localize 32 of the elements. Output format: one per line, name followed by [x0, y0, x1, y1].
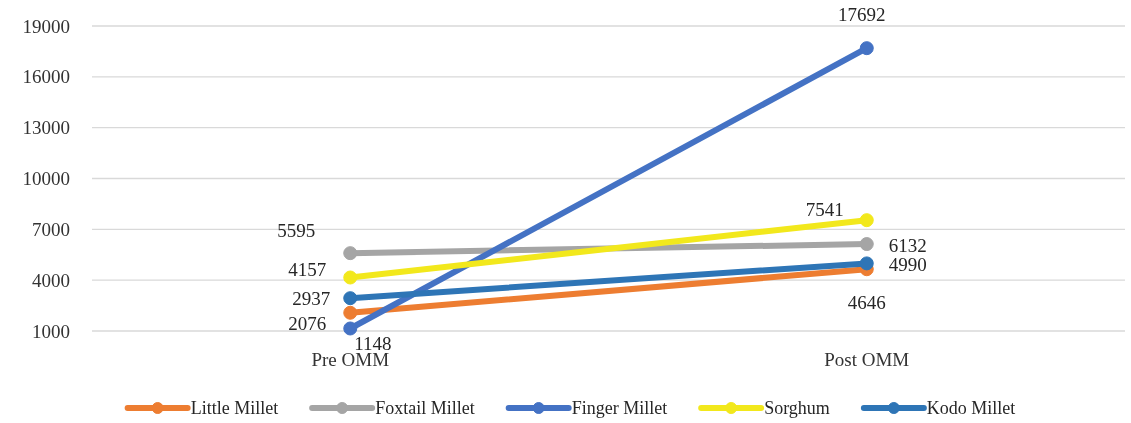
- data-label: 5595: [277, 219, 316, 241]
- legend-label: Kodo Millet: [926, 398, 1016, 418]
- y-tick-label: 1000: [32, 320, 70, 342]
- data-label: 2937: [292, 287, 331, 309]
- y-tick-label: 7000: [32, 218, 70, 240]
- y-tick-label: 4000: [32, 269, 70, 291]
- point: [343, 246, 358, 261]
- point: [859, 213, 874, 228]
- y-tick-label: 16000: [22, 66, 70, 88]
- point: [859, 256, 874, 271]
- legend-label: Sorghum: [764, 398, 830, 418]
- y-tick-label: 10000: [22, 168, 70, 189]
- legend-label: Finger Millet: [571, 398, 668, 418]
- x-tick-label: Post OMM: [824, 348, 910, 370]
- point: [859, 41, 874, 56]
- data-label: 7541: [805, 198, 844, 220]
- legend-label: Foxtail Millet: [375, 398, 475, 418]
- data-label: 4990: [888, 253, 927, 275]
- data-label: 6132: [888, 234, 927, 256]
- legend-label: Little Millet: [190, 398, 279, 418]
- data-label: 4157: [288, 259, 327, 281]
- point: [343, 270, 358, 285]
- point: [343, 305, 358, 320]
- y-tick-label: 13000: [22, 117, 70, 139]
- data-label: 1148: [354, 332, 392, 354]
- data-label: 2076: [288, 313, 327, 335]
- point: [343, 321, 358, 336]
- y-tick-label: 19000: [22, 15, 70, 37]
- data-label: 4646: [847, 291, 886, 313]
- point: [343, 291, 358, 306]
- point: [859, 237, 874, 252]
- data-label: 17692: [838, 3, 886, 25]
